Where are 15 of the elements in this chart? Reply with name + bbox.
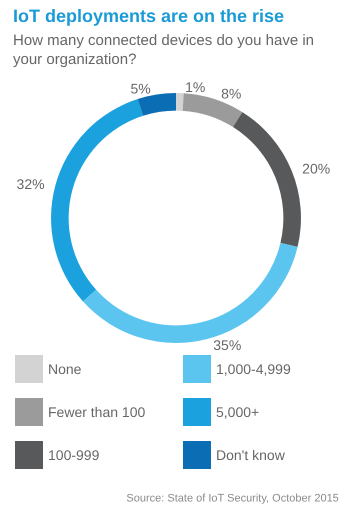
data-label: 5% bbox=[130, 80, 151, 97]
data-label: 20% bbox=[302, 160, 330, 176]
legend-label: 100-999 bbox=[48, 447, 100, 463]
source-note: Source: State of IoT Security, October 2015 bbox=[126, 492, 339, 504]
chart-title: IoT deployments are on the rise bbox=[13, 6, 284, 26]
legend-label: Fewer than 100 bbox=[48, 404, 146, 420]
data-label: 32% bbox=[16, 176, 45, 192]
legend-label: None bbox=[48, 361, 82, 377]
legend-label: 1,000-4,999 bbox=[216, 361, 291, 377]
legend-label: 5,000+ bbox=[216, 404, 260, 420]
data-label: 1% bbox=[185, 79, 206, 96]
chart-subtitle: How many connected devices do you have in your organization? bbox=[13, 32, 318, 68]
data-label: 35% bbox=[213, 336, 242, 353]
data-label: 8% bbox=[221, 85, 242, 102]
legend-label: Don't know bbox=[216, 447, 286, 463]
